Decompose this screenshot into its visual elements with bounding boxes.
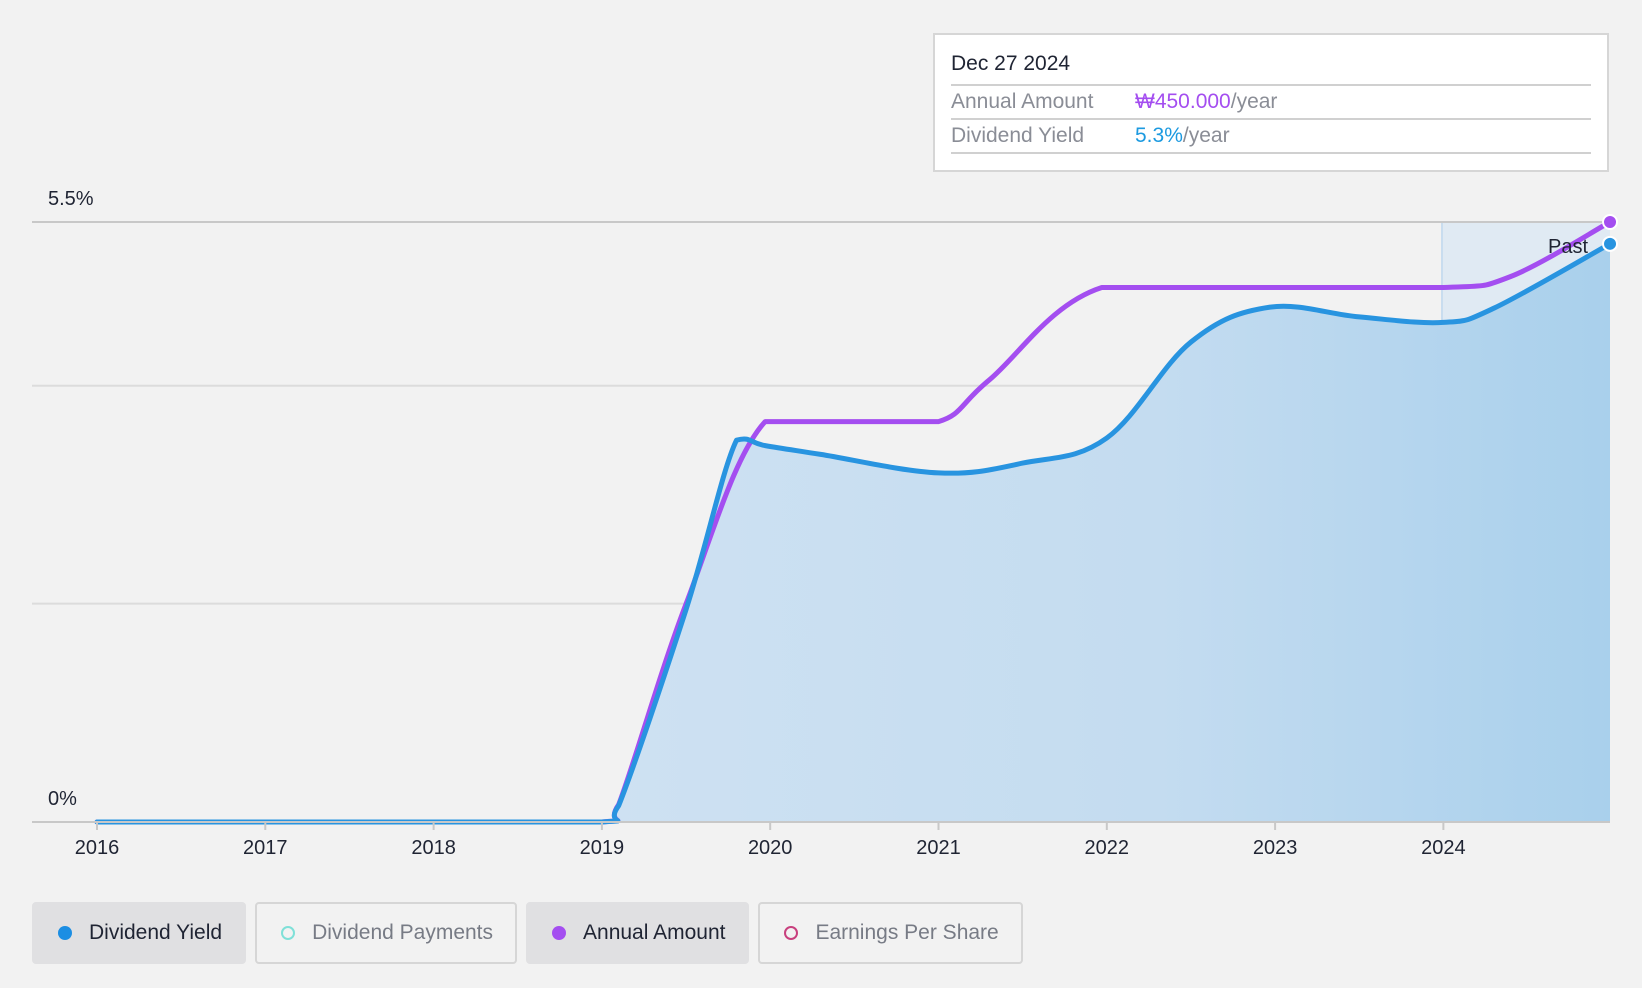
dividend-yield-area [97,243,1610,823]
chart-legend: Dividend Yield Dividend Payments Annual … [32,902,1023,964]
legend-earnings-per-share-label: Earnings Per Share [815,921,999,944]
tooltip-annual-label: Annual Amount [951,90,1094,113]
legend-annual-amount-label: Annual Amount [583,921,726,944]
legend-dividend-payments-icon [281,926,296,940]
x-tick-label: 2023 [1253,837,1298,859]
y-tick-label-max: 5.5% [48,188,94,210]
legend-annual-amount[interactable]: Annual Amount [526,902,750,964]
x-tick-label: 2017 [243,837,288,859]
x-axis: 2016 2017 2018 2019 2020 2021 2022 2023 2024 [75,822,1466,859]
tooltip-yield-label: Dividend Yield [951,124,1085,147]
tooltip-yield-row: Dividend Yield 5.3% /year [951,120,1591,154]
x-tick-label: 2016 [75,837,120,859]
tooltip-annual-suffix: /year [1230,90,1278,113]
legend-dividend-payments-label: Dividend Payments [312,921,494,944]
legend-earnings-per-share[interactable]: Earnings Per Share [758,902,1023,964]
tooltip-annual-value: ₩450.000 [1135,90,1231,113]
legend-annual-amount-icon [552,926,567,940]
legend-dividend-yield[interactable]: Dividend Yield [32,902,247,964]
x-tick-label: 2021 [916,837,961,859]
past-label: Past [1548,236,1588,258]
dividend-yield-end-marker [1602,235,1619,252]
legend-dividend-yield-icon [58,926,72,940]
tooltip-card: Dec 27 2024 Annual Amount ₩450.000 /year… [933,33,1609,172]
tooltip-date: Dec 27 2024 [951,35,1591,86]
tooltip-annual-row: Annual Amount ₩450.000 /year [951,86,1591,120]
legend-dividend-yield-label: Dividend Yield [89,921,223,944]
dividend-chart: 2016 2017 2018 2019 2020 2021 2022 2023 2024 5.5… [32,188,1619,859]
y-tick-label-min: 0% [48,788,77,810]
x-tick-label: 2019 [580,837,625,859]
x-tick-label: 2018 [411,837,456,859]
x-tick-label: 2020 [748,837,793,859]
tooltip-yield-value: 5.3% [1135,124,1183,147]
legend-dividend-payments[interactable]: Dividend Payments [255,902,518,964]
x-tick-label: 2024 [1421,837,1466,859]
tooltip-yield-suffix: /year [1182,124,1230,147]
legend-earnings-per-share-icon [784,926,799,940]
x-tick-label: 2022 [1085,837,1130,859]
annual-amount-end-marker [1602,214,1619,230]
